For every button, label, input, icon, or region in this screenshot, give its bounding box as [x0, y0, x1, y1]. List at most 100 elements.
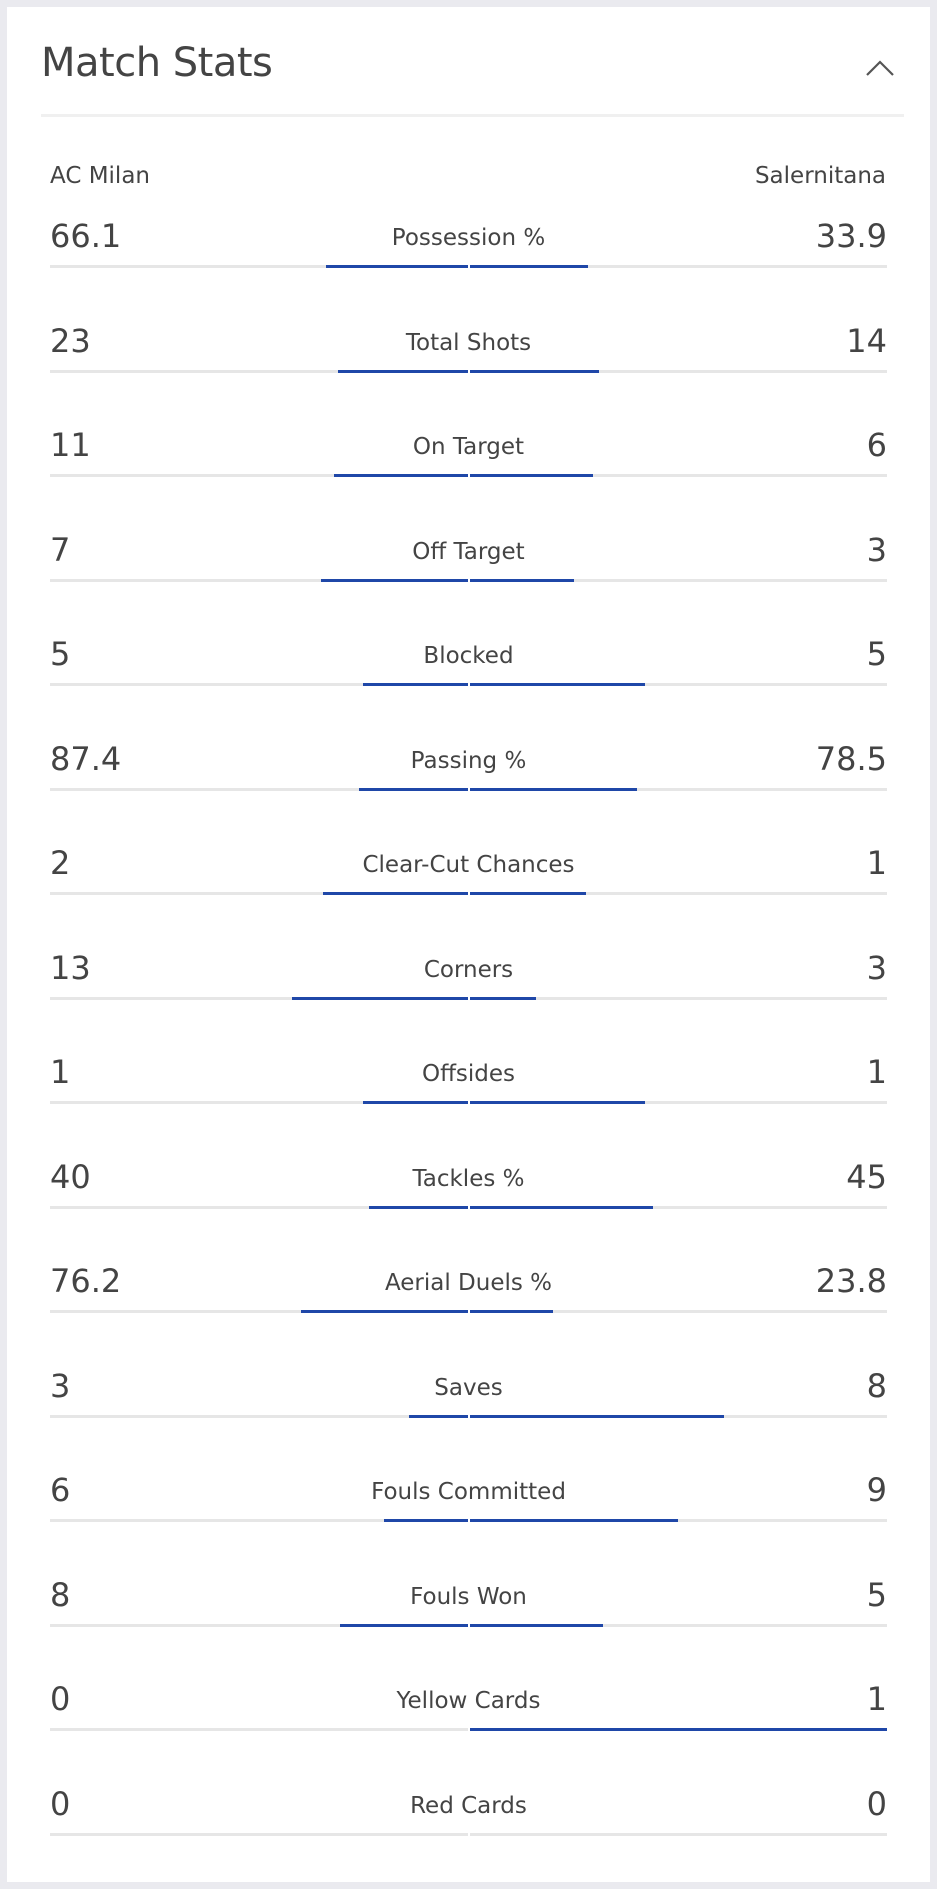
- away-stat-bar: [469, 265, 589, 268]
- stat-label: Possession %: [391, 225, 546, 251]
- stat-row: 40 Tackles % 45: [50, 1138, 887, 1243]
- stat-row: 3 Saves 8: [50, 1347, 887, 1452]
- stat-row: 66.1 Possession % 33.9: [50, 197, 887, 302]
- home-stat-value: 66.1: [50, 217, 122, 255]
- home-stat-value: 87.4: [50, 739, 122, 778]
- away-track: [469, 787, 887, 791]
- home-stat-bar: [325, 265, 468, 268]
- away-stat-bar: [469, 683, 645, 686]
- away-track: [469, 578, 887, 582]
- away-track: [469, 683, 887, 686]
- away-stat-bar: [469, 996, 537, 1000]
- match-stats-card: Match Stats AC Milan Salernitana 66.1 Pos…: [7, 7, 930, 1882]
- home-track: [50, 787, 468, 791]
- home-stat-value: 5: [50, 635, 71, 673]
- away-stat-bar: [469, 892, 587, 895]
- stat-bar-track: [50, 683, 887, 687]
- stat-row: 76.2 Aerial Duels % 23.8: [50, 1242, 887, 1347]
- home-stat-value: 11: [50, 426, 91, 464]
- away-stat-value: 0: [866, 1784, 887, 1823]
- home-stat-value: 6: [50, 1471, 71, 1509]
- home-stat-bar: [340, 1623, 468, 1627]
- home-stat-value: 1: [50, 1053, 71, 1091]
- away-stat-bar: [469, 1101, 645, 1104]
- home-stat-bar: [292, 996, 468, 1000]
- away-stat-value: 3: [866, 530, 887, 569]
- stat-row: 2 Clear-Cut Chances 1: [50, 824, 887, 929]
- away-track: [469, 1519, 887, 1522]
- away-stat-value: 1: [866, 1053, 887, 1091]
- away-stat-value: 23.8: [815, 1262, 887, 1300]
- stat-bar-track: [50, 1414, 887, 1419]
- stat-row: 6 Fouls Committed 9: [50, 1451, 887, 1556]
- away-track: [469, 369, 887, 373]
- stat-bar-track: [50, 474, 887, 478]
- stat-row: 8 Fouls Won 5: [50, 1556, 887, 1661]
- stat-bar-track: [50, 996, 887, 1001]
- stat-label: Blocked: [423, 643, 514, 669]
- stat-label: Clear-Cut Chances: [362, 852, 575, 878]
- home-stat-bar: [300, 1310, 468, 1313]
- home-stat-value: 3: [50, 1366, 71, 1405]
- home-track: [50, 1728, 468, 1731]
- away-stat-value: 8: [866, 1366, 887, 1405]
- stat-bar-track: [50, 1310, 887, 1314]
- stat-bar-track: [50, 1101, 887, 1105]
- stat-bar-track: [50, 369, 887, 374]
- stat-bar-track: [50, 578, 887, 583]
- home-stat-value: 8: [50, 1575, 71, 1614]
- home-stat-bar: [321, 578, 468, 582]
- stat-label: Aerial Duels %: [384, 1270, 553, 1296]
- away-team-name: Salernitana: [754, 163, 886, 189]
- away-stat-value: 6: [866, 426, 887, 464]
- home-track: [50, 1101, 468, 1104]
- stat-row: 13 Corners 3: [50, 929, 887, 1034]
- home-track: [50, 996, 468, 1000]
- collapse-button[interactable]: [860, 49, 900, 89]
- chevron-up-icon: [866, 60, 894, 76]
- away-stat-value: 33.9: [815, 217, 887, 255]
- away-track: [469, 892, 887, 895]
- away-track: [469, 1832, 887, 1836]
- home-stat-bar: [363, 683, 468, 686]
- away-track: [469, 996, 887, 1000]
- home-track: [50, 265, 468, 268]
- home-track: [50, 892, 468, 895]
- home-stat-bar: [384, 1519, 468, 1522]
- home-stat-value: 0: [50, 1680, 71, 1718]
- away-stat-bar: [469, 1205, 654, 1209]
- home-track: [50, 1205, 468, 1209]
- home-track: [50, 1310, 468, 1313]
- page-title: Match Stats: [41, 40, 273, 86]
- stat-bar-track: [50, 892, 887, 896]
- stat-label: Passing %: [410, 747, 527, 774]
- match-stats-header: Match Stats: [41, 7, 904, 117]
- stat-label: Red Cards: [410, 1792, 527, 1819]
- home-stat-bar: [338, 369, 468, 373]
- home-track: [50, 1519, 468, 1522]
- stat-row: 87.4 Passing % 78.5: [50, 720, 887, 825]
- away-stat-value: 14: [846, 321, 887, 360]
- home-stat-bar: [363, 1101, 468, 1104]
- stat-bar-track: [50, 1728, 887, 1732]
- stat-label: Corners: [423, 956, 514, 983]
- away-track: [469, 265, 887, 268]
- home-track: [50, 474, 468, 477]
- stat-bar-track: [50, 1832, 887, 1837]
- away-stat-value: 5: [866, 1575, 887, 1614]
- home-track: [50, 1832, 468, 1836]
- away-stat-value: 9: [866, 1471, 887, 1509]
- stat-label: Yellow Cards: [396, 1688, 541, 1714]
- stat-bar-track: [50, 787, 887, 792]
- away-stat-value: 78.5: [815, 739, 887, 778]
- stat-row: 23 Total Shots 14: [50, 302, 887, 407]
- stats-list: 66.1 Possession % 33.9 23 Total Shots 14 11 On …: [50, 197, 887, 1869]
- home-stat-value: 13: [50, 948, 91, 987]
- home-track: [50, 578, 468, 582]
- home-stat-value: 40: [50, 1157, 91, 1196]
- home-stat-value: 23: [50, 321, 91, 360]
- away-stat-bar: [469, 1310, 553, 1313]
- away-stat-bar: [469, 369, 599, 373]
- stat-label: Off Target: [412, 538, 525, 565]
- away-stat-value: 1: [866, 844, 887, 882]
